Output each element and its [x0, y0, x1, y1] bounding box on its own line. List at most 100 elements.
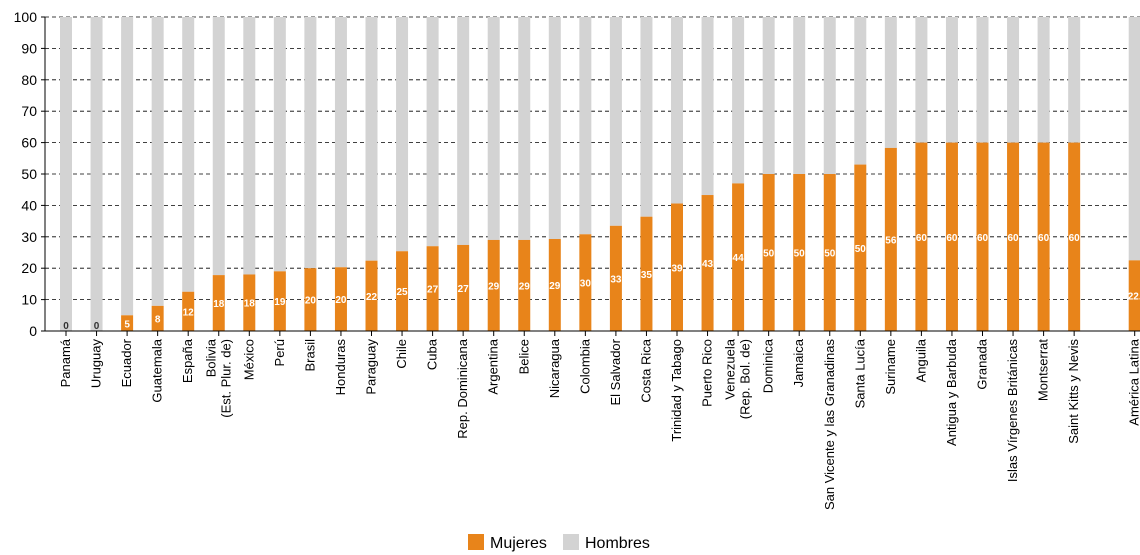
category-label-line: Ecuador [119, 338, 134, 387]
data-label: 18 [213, 299, 225, 310]
category-label-line: Venezuela [723, 338, 738, 399]
bar-hombres [273, 17, 286, 272]
category-label-line: (Est. Plur. de) [218, 339, 233, 418]
category-label-line: Cuba [425, 338, 440, 370]
bar-mujeres [548, 238, 561, 331]
data-label: 29 [488, 281, 500, 292]
bar-hombres [304, 17, 317, 269]
x-tick-label: Jamaica [791, 338, 806, 387]
x-tick-label: Saint Kitts y Nevis [1066, 339, 1081, 444]
bar-hombres [579, 17, 592, 235]
x-tick-label: México [241, 339, 256, 380]
legend-swatch [563, 534, 579, 550]
bar-hombres [884, 17, 897, 148]
data-label: 22 [366, 292, 378, 303]
category-label-line: (Rep. Bol. de) [738, 339, 753, 419]
x-tick-label: Islas Vírgenes Británicas [1005, 339, 1020, 483]
category-label-line: Dominica [761, 338, 776, 393]
bar-hombres [182, 17, 195, 292]
bar-mujeres [426, 246, 439, 331]
x-tick-label: Anguila [913, 338, 928, 382]
category-label-line: Suriname [883, 339, 898, 395]
x-tick-label: Honduras [333, 339, 348, 396]
category-label-line: Bolivia [203, 338, 218, 377]
category-label-line: Islas Vírgenes Británicas [1005, 339, 1020, 483]
y-tick-label: 80 [21, 72, 37, 88]
data-label: 0 [94, 321, 100, 332]
bar-hombres [793, 17, 806, 174]
x-tick-label: San Vicente y las Granadinas [822, 339, 837, 511]
bar-mujeres [304, 268, 317, 331]
bar-hombres [518, 17, 531, 240]
data-label: 50 [763, 249, 775, 260]
category-label-line: Perú [272, 339, 287, 366]
x-tick-label: Guatemala [150, 338, 165, 402]
bar-mujeres [457, 244, 470, 331]
bar-hombres [732, 17, 745, 184]
bar-mujeres [1068, 142, 1081, 331]
bar-mujeres [854, 164, 867, 331]
data-label: 8 [155, 314, 161, 325]
bar-hombres [60, 17, 72, 331]
x-tick-label: Cuba [425, 338, 440, 370]
category-label-line: España [180, 338, 195, 383]
bar-mujeres [884, 147, 897, 331]
category-label-line: El Salvador [608, 338, 623, 405]
x-tick-label: Costa Rica [638, 338, 653, 402]
data-label: 60 [1007, 233, 1019, 244]
bar-mujeres [945, 142, 958, 331]
data-label: 18 [244, 299, 256, 310]
data-label: 20 [305, 296, 317, 307]
bar-mujeres [823, 174, 836, 331]
x-tick-label: Montserrat [1036, 339, 1051, 402]
category-label-line: Argentina [486, 338, 501, 394]
category-label-line: Antigua y Barbuda [944, 338, 959, 446]
x-tick-label: Puerto Rico [700, 339, 715, 407]
y-tick-label: 90 [21, 40, 37, 56]
category-label-line: Jamaica [791, 338, 806, 387]
y-tick-label: 10 [21, 292, 37, 308]
bar-hombres [762, 17, 775, 174]
x-tick-label: Dominica [761, 338, 776, 393]
bar-mujeres [121, 315, 134, 331]
bars: 0 0 5 8 12 18 18 19 20 20 22 25 27 27 29 29 29 30 33 35 39 43… [60, 17, 1140, 332]
y-tick-label: 0 [29, 323, 37, 339]
category-label-line: Costa Rica [638, 338, 653, 402]
bar-hombres [487, 17, 500, 240]
data-label: 39 [671, 263, 683, 274]
bar-mujeres [915, 142, 928, 331]
bar-hombres [1007, 17, 1020, 143]
bar-mujeres [793, 174, 806, 331]
bar-hombres [121, 17, 134, 316]
data-label: 60 [946, 233, 958, 244]
bar-mujeres [1037, 142, 1050, 331]
x-tick-label: Brasil [302, 339, 317, 372]
category-label-line: América Latina [1127, 338, 1140, 425]
bar-mujeres [701, 195, 714, 331]
y-tick-label: 40 [21, 197, 37, 213]
x-tick-label: Trinidad y Tabago [669, 339, 684, 442]
bar-hombres [976, 17, 989, 143]
x-tick-label: Paraguay [364, 339, 379, 395]
bar-mujeres [182, 291, 195, 331]
data-label: 56 [885, 235, 897, 246]
data-label: 12 [183, 307, 195, 318]
category-label-line: Saint Kitts y Nevis [1066, 339, 1081, 444]
y-tick-label: 60 [21, 135, 37, 151]
category-label-line: Nicaragua [547, 338, 562, 398]
data-label: 60 [916, 233, 928, 244]
bar-mujeres [487, 239, 500, 331]
data-label: 25 [396, 287, 408, 298]
data-label: 33 [610, 274, 622, 285]
data-label: 60 [977, 233, 989, 244]
x-tick-label: Rep. Dominicana [455, 338, 470, 438]
legend-label: Hombres [585, 535, 650, 552]
bar-mujeres [518, 239, 531, 331]
gridlines [45, 16, 1140, 301]
data-label: 50 [794, 249, 806, 260]
bar-hombres [548, 17, 561, 239]
bar-mujeres [609, 225, 622, 331]
y-tick-label: 20 [21, 260, 37, 276]
data-label: 27 [427, 285, 439, 296]
bar-mujeres [273, 271, 286, 331]
